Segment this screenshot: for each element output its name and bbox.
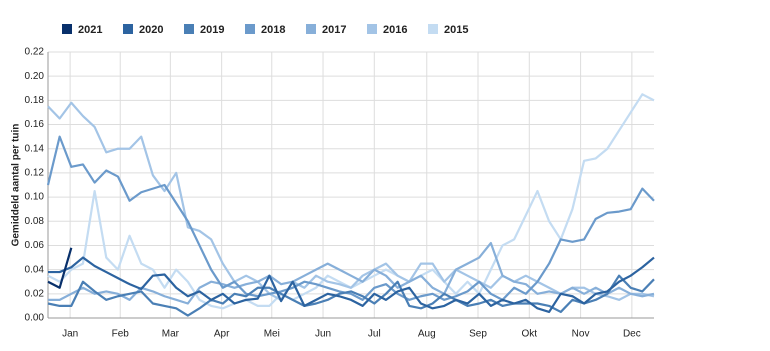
legend-label: 2020 [139, 24, 163, 36]
x-tick-label: Mar [162, 329, 180, 340]
y-axis-title: Gemiddeld aantal per tuin [11, 124, 22, 247]
legend-label: 2021 [78, 24, 102, 36]
y-tick-label: 0.10 [25, 192, 45, 203]
legend-label: 2016 [383, 24, 407, 36]
x-tick-label: Dec [623, 329, 641, 340]
x-tick-label: Nov [572, 329, 590, 340]
y-tick-label: 0.06 [25, 240, 45, 251]
legend-swatch [62, 24, 72, 34]
x-tick-label: Okt [522, 329, 538, 340]
legend-label: 2019 [200, 24, 224, 36]
series-line [47, 101, 655, 301]
y-tick-label: 0.12 [25, 168, 45, 179]
x-tick-label: Sep [469, 329, 487, 340]
series-line [46, 135, 655, 301]
x-tick-label: Jan [62, 329, 78, 340]
y-tick-label: 0.08 [25, 216, 45, 227]
legend-label: 2018 [261, 24, 285, 36]
y-tick-label: 0.04 [25, 264, 45, 275]
y-tick-label: 0.22 [25, 47, 45, 58]
y-tick-label: 0.18 [25, 95, 45, 106]
series-line [48, 241, 655, 305]
series-line [48, 256, 655, 314]
y-tick-label: 0.02 [25, 288, 45, 299]
legend-swatch [184, 24, 194, 34]
y-tick-label: 0.20 [25, 71, 45, 82]
legend-swatch [123, 24, 133, 34]
legend-swatch [428, 24, 438, 34]
y-tick-label: 0.16 [25, 119, 45, 130]
legend-swatch [245, 24, 255, 34]
series-line [47, 247, 73, 289]
legend-swatch [306, 24, 316, 34]
x-tick-label: Apr [214, 329, 230, 340]
series-line [47, 274, 655, 317]
x-tick-label: Aug [418, 329, 436, 340]
x-tick-label: Mei [264, 329, 280, 340]
y-tick-label: 0.14 [25, 143, 45, 154]
legend-label: 2015 [444, 24, 468, 36]
x-tick-label: Feb [112, 329, 130, 340]
x-tick-label: Jun [315, 329, 331, 340]
legend-label: 2017 [322, 24, 346, 36]
legend-swatch [367, 24, 377, 34]
y-tick-label: 0.00 [25, 313, 45, 324]
x-tick-label: Jul [368, 329, 381, 340]
